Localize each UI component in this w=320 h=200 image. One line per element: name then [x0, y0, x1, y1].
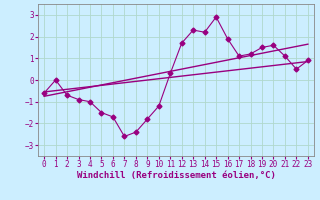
- X-axis label: Windchill (Refroidissement éolien,°C): Windchill (Refroidissement éolien,°C): [76, 171, 276, 180]
